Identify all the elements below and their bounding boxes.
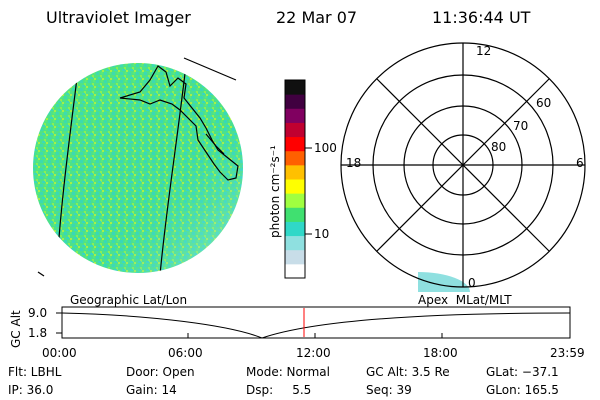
polar-plot xyxy=(340,42,586,292)
coord-left-label: Geographic Lat/Lon xyxy=(70,293,188,307)
colorbar-label: photon cm⁻²s⁻¹ xyxy=(268,145,282,238)
coord-right-label: Apex MLat/MLT xyxy=(418,293,512,307)
mlt-label-0: 0 xyxy=(468,276,476,290)
mlt-label-18: 18 xyxy=(346,156,362,170)
gain-readout: Gain: 14 xyxy=(126,383,177,397)
colorbar-segment xyxy=(285,122,305,138)
y-tick: 9.0 xyxy=(28,306,48,320)
colorbar-tick: 10 xyxy=(314,227,330,241)
x-tick: 23:59 xyxy=(550,346,585,360)
colorbar-segment xyxy=(285,263,305,279)
glon-readout: GLon: 165.5 xyxy=(486,383,559,397)
lat-label-60: 60 xyxy=(536,96,552,110)
altitude-curve xyxy=(61,312,571,339)
colorbar-segment xyxy=(285,221,305,237)
app-title: Ultraviolet Imager xyxy=(46,8,191,27)
colorbar-segment xyxy=(285,179,305,194)
x-tick: 06:00 xyxy=(168,346,203,360)
coastline xyxy=(205,133,225,155)
auroral-emission xyxy=(418,272,470,292)
x-tick: 12:00 xyxy=(296,346,331,360)
colorbar-segment xyxy=(285,207,305,222)
colorbar-segment xyxy=(285,249,305,265)
ip-readout: IP: 36.0 xyxy=(8,383,54,397)
date-readout: 22 Mar 07 xyxy=(276,8,358,27)
colorbar xyxy=(284,79,306,279)
mlt-label-12: 12 xyxy=(476,44,492,58)
meridian-line xyxy=(159,64,187,273)
gc-alt-readout: GC Alt: 3.5 Re xyxy=(366,365,450,379)
colorbar-frame xyxy=(284,79,306,279)
timeline-plot xyxy=(56,306,571,339)
polar-diagonal xyxy=(376,78,550,252)
x-tick: 00:00 xyxy=(42,346,77,360)
mode-readout: Mode: Normal xyxy=(246,365,330,379)
colorbar-segment xyxy=(285,94,305,109)
mlt-label-6: 6 xyxy=(576,156,584,170)
time-readout: 11:36:44 UT xyxy=(432,8,531,27)
lat-label-80: 80 xyxy=(491,140,507,154)
colorbar-segment xyxy=(285,136,305,152)
colorbar-segment xyxy=(285,193,305,208)
colorbar-tick: 100 xyxy=(314,141,337,155)
colorbar-segment xyxy=(285,164,305,180)
glat-readout: GLat: −37.1 xyxy=(486,365,559,379)
x-tick: 18:00 xyxy=(423,346,458,360)
lat-label-70: 70 xyxy=(513,119,529,133)
earth-disc-image xyxy=(33,57,243,277)
colorbar-segment xyxy=(285,235,305,251)
colorbar-segment xyxy=(285,108,305,123)
dsp-readout: Dsp: 5.5 xyxy=(246,383,312,397)
coastline xyxy=(119,65,239,181)
y-tick: 1.8 xyxy=(28,326,48,340)
filter-readout: Flt: LBHL xyxy=(8,365,62,379)
colorbar-segment xyxy=(285,80,305,95)
colorbar-segment xyxy=(285,150,305,166)
seq-readout: Seq: 39 xyxy=(366,383,412,397)
y-axis-title: GC Alt xyxy=(9,310,23,348)
door-readout: Door: Open xyxy=(126,365,195,379)
